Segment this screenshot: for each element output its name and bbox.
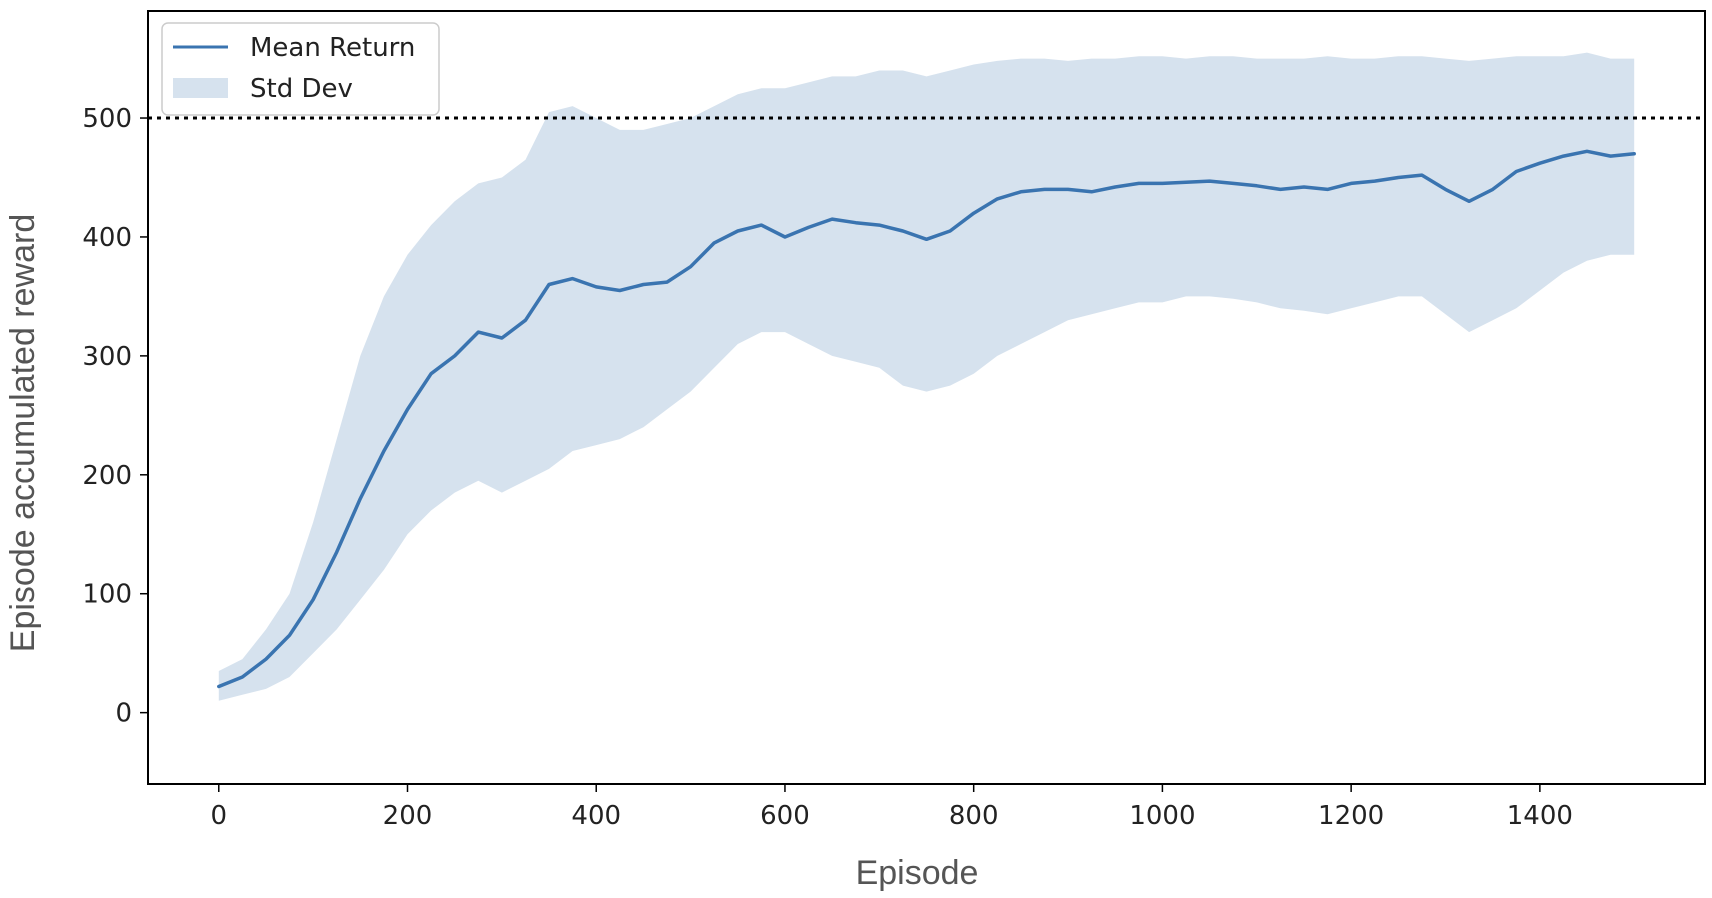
x-tick-label: 1400 <box>1507 801 1573 831</box>
x-tick-label: 0 <box>210 801 227 831</box>
axes: 0 200 400 600 800 1000 1200 1400 0 100 200 300 400 50… <box>82 104 1573 831</box>
y-tick-label: 400 <box>82 223 132 253</box>
legend-std-dev-swatch <box>173 78 228 98</box>
plot-frame <box>147 10 1706 785</box>
y-tick-label: 100 <box>82 580 132 610</box>
y-tick-label: 300 <box>82 342 132 372</box>
x-axis-label: Episode <box>856 854 979 892</box>
plot-area <box>148 52 1705 701</box>
y-tick-label: 200 <box>82 461 132 491</box>
x-tick-label: 800 <box>949 801 999 831</box>
plot-content <box>217 52 1636 701</box>
y-tick-label: 0 <box>115 699 132 729</box>
x-tick-label: 200 <box>383 801 433 831</box>
legend-frame <box>161 22 440 116</box>
legend-mean-return-label: Mean Return <box>250 33 415 63</box>
legend: Mean Return Std Dev <box>161 22 440 116</box>
x-tick-label: 400 <box>571 801 621 831</box>
legend-std-dev-label: Std Dev <box>250 74 353 104</box>
std-dev-band <box>218 52 1635 701</box>
y-tick-label: 500 <box>82 104 132 134</box>
x-tick-label: 600 <box>760 801 810 831</box>
x-tick-label: 1000 <box>1129 801 1195 831</box>
x-tick-label: 1200 <box>1318 801 1384 831</box>
y-axis-label: Episode accumulated reward <box>4 214 42 652</box>
